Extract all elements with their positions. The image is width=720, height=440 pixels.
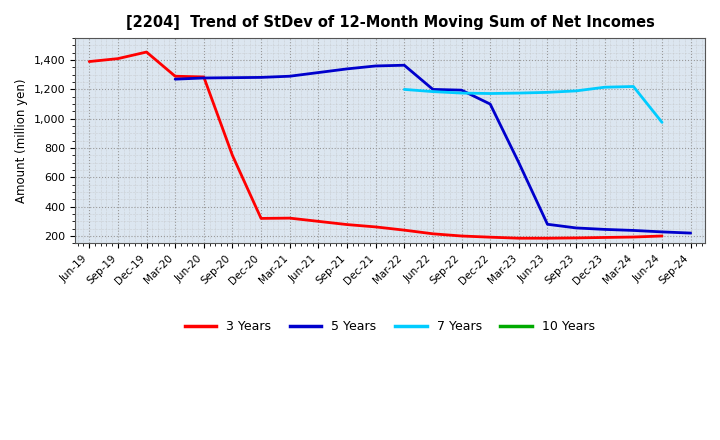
3 Years: [600, 235, 609, 240]
5 Years: [228, 75, 237, 81]
5 Years: [600, 227, 609, 232]
7 Years: [572, 88, 580, 94]
5 Years: [629, 228, 638, 233]
3 Years: [85, 59, 94, 64]
Line: 5 Years: 5 Years: [175, 65, 690, 233]
7 Years: [457, 91, 466, 96]
7 Years: [400, 87, 408, 92]
3 Years: [314, 219, 323, 224]
Y-axis label: Amount (million yen): Amount (million yen): [15, 78, 28, 203]
5 Years: [686, 231, 695, 236]
5 Years: [285, 73, 294, 79]
3 Years: [343, 222, 351, 227]
3 Years: [457, 233, 466, 238]
5 Years: [457, 88, 466, 93]
7 Years: [428, 89, 437, 94]
3 Years: [629, 235, 638, 240]
3 Years: [257, 216, 266, 221]
3 Years: [114, 56, 122, 61]
7 Years: [515, 91, 523, 96]
Title: [2204]  Trend of StDev of 12-Month Moving Sum of Net Incomes: [2204] Trend of StDev of 12-Month Moving…: [125, 15, 654, 30]
3 Years: [572, 235, 580, 241]
3 Years: [400, 227, 408, 233]
7 Years: [543, 90, 552, 95]
3 Years: [199, 74, 208, 80]
7 Years: [600, 84, 609, 90]
5 Years: [199, 75, 208, 81]
3 Years: [228, 153, 237, 158]
5 Years: [515, 160, 523, 165]
5 Years: [572, 225, 580, 231]
Line: 7 Years: 7 Years: [404, 87, 662, 122]
5 Years: [171, 77, 179, 82]
5 Years: [314, 70, 323, 75]
5 Years: [428, 87, 437, 92]
3 Years: [142, 49, 150, 55]
5 Years: [400, 62, 408, 68]
5 Years: [372, 63, 380, 69]
3 Years: [372, 224, 380, 230]
3 Years: [171, 73, 179, 79]
Line: 3 Years: 3 Years: [89, 52, 662, 238]
7 Years: [657, 120, 666, 125]
3 Years: [486, 235, 495, 240]
7 Years: [486, 91, 495, 96]
3 Years: [543, 235, 552, 241]
5 Years: [257, 75, 266, 80]
3 Years: [515, 235, 523, 241]
5 Years: [486, 102, 495, 107]
5 Years: [657, 229, 666, 235]
5 Years: [543, 222, 552, 227]
3 Years: [285, 216, 294, 221]
Legend: 3 Years, 5 Years, 7 Years, 10 Years: 3 Years, 5 Years, 7 Years, 10 Years: [180, 315, 600, 338]
7 Years: [629, 84, 638, 89]
3 Years: [657, 233, 666, 238]
3 Years: [428, 231, 437, 236]
5 Years: [343, 66, 351, 72]
